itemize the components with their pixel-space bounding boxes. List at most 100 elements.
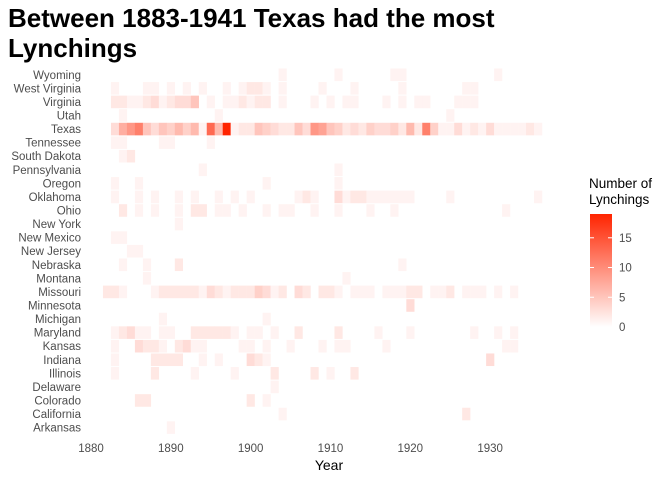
- heatmap-cell: [342, 190, 351, 204]
- heatmap-cell: [310, 367, 319, 380]
- heatmap-cell: [318, 122, 327, 136]
- heatmap-cell: [366, 190, 375, 204]
- heatmap-cell: [534, 122, 543, 136]
- heatmap-cell: [326, 367, 335, 380]
- heatmap-cell: [398, 122, 407, 136]
- heatmap-cell: [134, 177, 144, 190]
- heatmap-cell: [190, 339, 199, 353]
- heatmap-cell: [198, 82, 207, 95]
- heatmap-cell: [414, 122, 423, 136]
- heatmap-cell: [166, 353, 176, 367]
- heatmap-cell: [158, 312, 168, 326]
- heatmap-cell: [310, 204, 319, 217]
- heatmap-cell: [150, 190, 160, 204]
- y-tick-label: Minnesota: [28, 300, 82, 312]
- y-tick-label: Arkansas: [33, 423, 81, 435]
- heatmap-cell: [190, 122, 199, 136]
- heatmap-cell: [238, 339, 247, 353]
- y-tick-label: Virginia: [43, 97, 82, 109]
- heatmap-cell: [518, 122, 527, 136]
- heatmap-cell: [150, 339, 160, 353]
- heatmap-cell: [214, 353, 223, 367]
- heatmap-cells: [102, 68, 543, 434]
- heatmap-cell: [110, 285, 120, 299]
- heatmap-cell: [286, 339, 295, 353]
- heatmap-cell: [126, 122, 136, 136]
- heatmap-cell: [142, 272, 152, 285]
- heatmap-cell: [502, 122, 511, 136]
- heatmap-cell: [158, 122, 168, 136]
- legend-tick-label: 15: [619, 233, 632, 245]
- legend-tick-label: 5: [619, 292, 625, 304]
- y-tick-label: Delaware: [32, 382, 81, 394]
- heatmap-cell: [310, 122, 319, 136]
- heatmap-cell: [278, 95, 287, 109]
- heatmap-cell: [150, 367, 160, 380]
- heatmap-cell: [150, 95, 160, 109]
- heatmap-cell: [398, 95, 407, 109]
- heatmap-cell: [246, 326, 255, 339]
- legend-tick-label: 10: [619, 263, 632, 275]
- heatmap-cell: [134, 394, 144, 407]
- heatmap-cell: [462, 82, 471, 95]
- heatmap-cell: [374, 190, 383, 204]
- heatmap-cell: [374, 326, 383, 339]
- heatmap-cell: [118, 326, 128, 339]
- y-tick-label: New Jersey: [21, 246, 81, 258]
- heatmap-cell: [278, 204, 287, 217]
- heatmap-cell: [158, 136, 168, 149]
- heatmap-cell: [398, 285, 407, 299]
- y-tick-label: New Mexico: [18, 233, 81, 245]
- x-tick-label: 1910: [318, 443, 344, 455]
- heatmap-cell: [358, 190, 367, 204]
- y-tick-label: Oklahoma: [29, 192, 82, 204]
- heatmap-cell: [286, 122, 295, 136]
- heatmap-cell: [382, 339, 391, 353]
- x-tick-label: 1900: [238, 443, 264, 455]
- heatmap-cell: [470, 95, 479, 109]
- heatmap-cell: [262, 394, 271, 407]
- heatmap-cell: [358, 122, 367, 136]
- heatmap-cell: [166, 285, 176, 299]
- x-tick-label: 1930: [477, 443, 503, 455]
- heatmap-cell: [238, 95, 247, 109]
- heatmap-cell: [126, 244, 136, 258]
- heatmap-cell: [446, 285, 455, 299]
- heatmap-cell: [238, 122, 247, 136]
- heatmap-cell: [262, 122, 271, 136]
- heatmap-cell: [190, 285, 199, 299]
- heatmap-cell: [198, 326, 207, 339]
- y-tick-label: California: [32, 409, 81, 421]
- heatmap-cell: [118, 285, 128, 299]
- heatmap-cell: [342, 95, 351, 109]
- heatmap-cell: [142, 122, 152, 136]
- heatmap-cell: [358, 285, 367, 299]
- heatmap-cell: [478, 122, 487, 136]
- heatmap-cell: [382, 190, 391, 204]
- y-tick-label: South Dakota: [11, 151, 81, 163]
- heatmap-cell: [222, 95, 231, 109]
- heatmap-cell: [254, 285, 263, 299]
- heatmap-cell: [446, 109, 455, 122]
- heatmap-cell: [230, 285, 239, 299]
- heatmap-cell: [166, 421, 176, 434]
- y-tick-label: New York: [32, 219, 81, 231]
- y-tick-label: Michigan: [35, 314, 81, 326]
- heatmap-cell: [206, 136, 215, 149]
- legend-ticks: 0 5 10 15: [590, 233, 632, 334]
- heatmap-cell: [326, 285, 335, 299]
- heatmap-cell: [494, 122, 503, 136]
- y-tick-label: Tennessee: [25, 138, 81, 150]
- heatmap-cell: [366, 204, 375, 217]
- y-tick-label: West Virginia: [14, 83, 82, 95]
- heatmap-cell: [246, 339, 255, 353]
- heatmap-cell: [382, 95, 391, 109]
- y-tick-label: Utah: [57, 111, 81, 123]
- heatmap-cell: [470, 82, 479, 95]
- heatmap-cell: [270, 367, 279, 380]
- heatmap-cell: [494, 68, 503, 82]
- heatmap-cell: [390, 204, 399, 217]
- heatmap-cell: [302, 190, 311, 204]
